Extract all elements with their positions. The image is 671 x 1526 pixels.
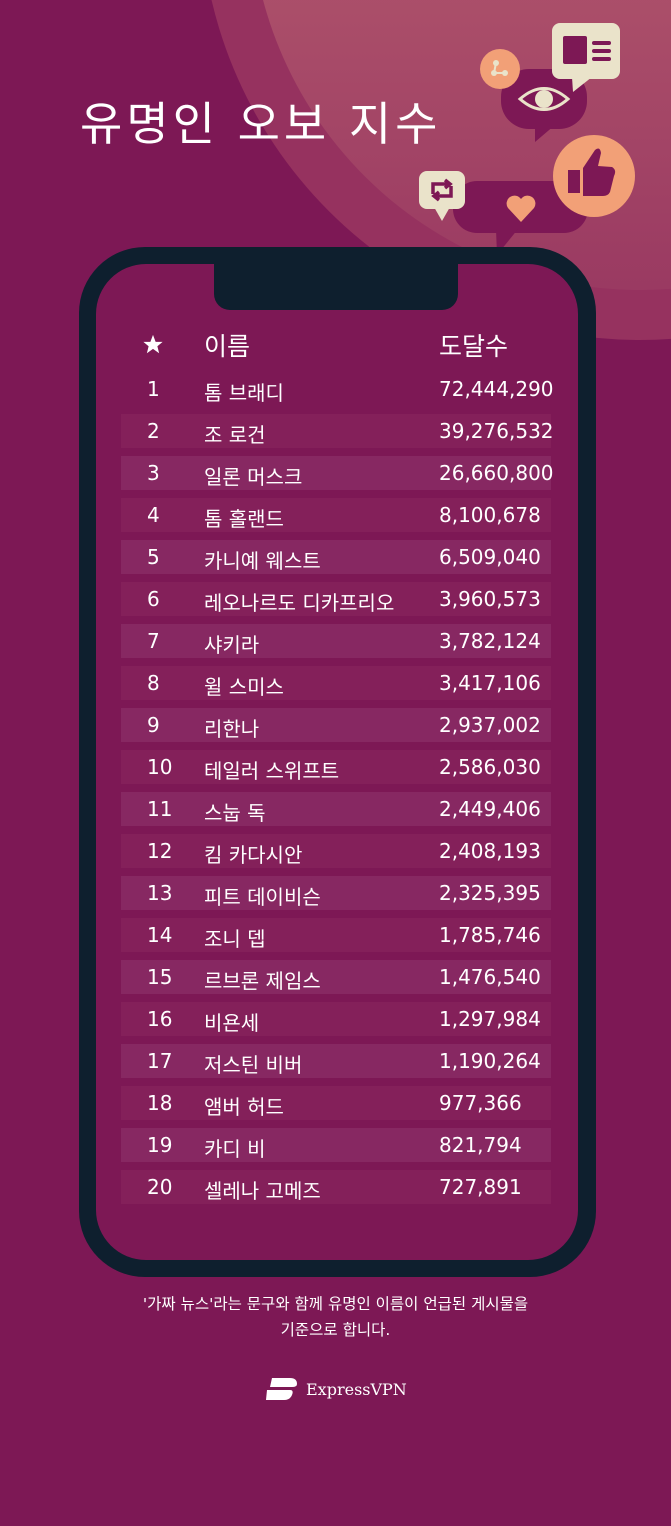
reach-cell: 2,586,030 [439, 755, 541, 779]
table-row: 20 셀레나 고메즈 727,891 [121, 1170, 551, 1204]
reach-cell: 39,276,532 [439, 419, 554, 443]
rank-cell: 5 [147, 545, 160, 569]
rank-cell: 4 [147, 503, 160, 527]
reach-cell: 3,960,573 [439, 587, 541, 611]
rank-cell: 1 [147, 377, 160, 401]
table-row: 14 조니 뎁 1,785,746 [121, 918, 551, 952]
name-cell: 저스틴 비버 [204, 1053, 303, 1077]
table-row: 13 피트 데이비슨 2,325,395 [121, 876, 551, 910]
rank-cell: 6 [147, 587, 160, 611]
social-icons-illustration [419, 23, 635, 255]
share-icon [480, 49, 520, 89]
table-row: 9 리한나 2,937,002 [121, 708, 551, 742]
name-cell: 톰 홀랜드 [204, 507, 284, 531]
table-row: 16 비욘세 1,297,984 [121, 1002, 551, 1036]
reach-cell: 1,190,264 [439, 1049, 541, 1073]
table-row: 18 앰버 허드 977,366 [121, 1086, 551, 1120]
rank-cell: 10 [147, 755, 173, 779]
name-cell: 샤키라 [204, 633, 260, 657]
name-cell: 앰버 허드 [204, 1095, 284, 1119]
name-cell: 킴 카다시안 [204, 843, 303, 867]
reach-cell: 977,366 [439, 1091, 522, 1115]
footnote: '가짜 뉴스'라는 문구와 함께 유명인 이름이 언급된 게시물을 기준으로 합… [0, 1291, 671, 1343]
rank-cell: 11 [147, 797, 173, 821]
table-row: 15 르브론 제임스 1,476,540 [121, 960, 551, 994]
name-cell: 일론 머스크 [204, 465, 303, 489]
name-cell: 테일러 스위프트 [204, 759, 340, 783]
rank-cell: 7 [147, 629, 160, 653]
table-row: 8 윌 스미스 3,417,106 [121, 666, 551, 700]
reach-cell: 1,476,540 [439, 965, 541, 989]
reach-cell: 1,297,984 [439, 1007, 541, 1031]
reach-cell: 727,891 [439, 1175, 522, 1199]
reach-header: 도달수 [439, 332, 509, 361]
brand-name: ExpressVPN [306, 1379, 407, 1399]
name-cell: 레오나르도 디카프리오 [204, 591, 395, 615]
rank-cell: 9 [147, 713, 160, 737]
rank-cell: 19 [147, 1133, 173, 1157]
reach-cell: 72,444,290 [439, 377, 554, 401]
table-row: 12 킴 카다시안 2,408,193 [121, 834, 551, 868]
reach-cell: 2,408,193 [439, 839, 541, 863]
name-cell: 스눕 독 [204, 801, 266, 825]
eye-bubble-icon [501, 69, 587, 142]
name-header: 이름 [204, 332, 251, 361]
rank-cell: 12 [147, 839, 173, 863]
repost-bubble-icon [419, 171, 465, 221]
rank-cell: 18 [147, 1091, 173, 1115]
reach-cell: 3,417,106 [439, 671, 541, 695]
rank-cell: 14 [147, 923, 173, 947]
table-row: 3 일론 머스크 26,660,800 [121, 456, 554, 490]
name-cell: 카니예 웨스트 [204, 549, 321, 573]
reach-cell: 2,325,395 [439, 881, 541, 905]
article-bubble-icon [552, 23, 620, 92]
rank-cell: 17 [147, 1049, 173, 1073]
name-cell: 피트 데이비슨 [204, 885, 321, 909]
phone-notch [214, 262, 458, 310]
name-cell: 비욘세 [204, 1011, 260, 1035]
table-row: 1 톰 브래디 72,444,290 [121, 372, 554, 406]
table-row: 17 저스틴 비버 1,190,264 [121, 1044, 551, 1078]
rank-cell: 3 [147, 461, 160, 485]
name-cell: 리한나 [204, 717, 260, 741]
table-row: 2 조 로건 39,276,532 [121, 414, 554, 448]
expressvpn-logo-icon [266, 1378, 297, 1400]
table-row: 10 테일러 스위프트 2,586,030 [121, 750, 551, 784]
page-title: 유명인 오보 지수 [80, 97, 442, 151]
reach-cell: 8,100,678 [439, 503, 541, 527]
reach-cell: 6,509,040 [439, 545, 541, 569]
table-row: 5 카니예 웨스트 6,509,040 [121, 540, 551, 574]
table-row: 4 톰 홀랜드 8,100,678 [121, 498, 551, 532]
name-cell: 조니 뎁 [204, 927, 266, 951]
reach-cell: 821,794 [439, 1133, 522, 1157]
rank-cell: 8 [147, 671, 160, 695]
name-cell: 조 로건 [204, 423, 266, 447]
name-cell: 셀레나 고메즈 [204, 1179, 321, 1203]
name-cell: 르브론 제임스 [204, 969, 321, 993]
rank-cell: 20 [147, 1175, 173, 1199]
footnote-line: 기준으로 합니다. [280, 1321, 391, 1339]
name-cell: 윌 스미스 [204, 675, 284, 699]
table-row: 19 카디 비 821,794 [121, 1128, 551, 1162]
reach-cell: 1,785,746 [439, 923, 541, 947]
name-cell: 카디 비 [204, 1137, 266, 1161]
table-row: 7 샤키라 3,782,124 [121, 624, 551, 658]
rank-cell: 2 [147, 419, 160, 443]
reach-cell: 26,660,800 [439, 461, 554, 485]
table-row: 6 레오나르도 디카프리오 3,960,573 [121, 582, 551, 616]
rank-cell: 16 [147, 1007, 173, 1031]
expressvpn-logo: ExpressVPN [264, 1376, 407, 1402]
footnote-line: '가짜 뉴스'라는 문구와 함께 유명인 이름이 언급된 게시물을 [142, 1295, 529, 1313]
rank-cell: 13 [147, 881, 173, 905]
name-cell: 톰 브래디 [204, 381, 284, 405]
reach-cell: 2,449,406 [439, 797, 541, 821]
table-row: 11 스눕 독 2,449,406 [121, 792, 551, 826]
star-icon [143, 334, 163, 354]
rank-cell: 15 [147, 965, 173, 989]
reach-cell: 3,782,124 [439, 629, 541, 653]
thumbs-up-icon [553, 135, 635, 217]
reach-cell: 2,937,002 [439, 713, 541, 737]
